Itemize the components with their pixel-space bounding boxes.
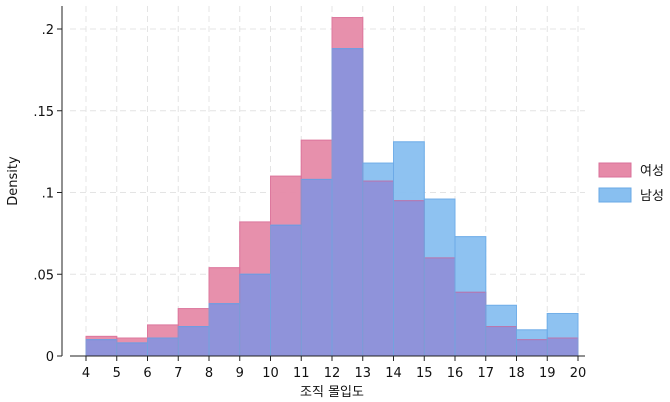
- axes: [61, 6, 585, 357]
- x-axis-title: 조직 몰입도: [300, 385, 364, 400]
- bar-overlap-10: [393, 200, 425, 357]
- x-tick-label-7: 11: [293, 366, 310, 381]
- legend-swatch-female: [598, 162, 632, 178]
- x-tick-label-8: 12: [324, 366, 341, 381]
- y-tick-label-2: .1: [42, 187, 54, 202]
- x-tick-label-15: 19: [539, 366, 556, 381]
- x-tick-label-13: 17: [477, 366, 494, 381]
- x-tick-label-1: 5: [113, 366, 121, 381]
- x-axis-ticks: 4 5 6 7 8 9 10 11 12 13 14 15 16 17 18 19 20: [82, 356, 586, 381]
- x-tick-label-3: 7: [174, 366, 182, 381]
- x-tick-label-4: 8: [205, 366, 213, 381]
- bar-overlap-5: [239, 273, 271, 357]
- legend-label-female: 여성: [640, 164, 664, 179]
- bar-overlap-12: [454, 291, 487, 357]
- bar-overlap-7: [300, 178, 333, 357]
- y-axis-title: Density: [6, 156, 21, 206]
- histogram-bars: [85, 17, 579, 357]
- x-tick-label-2: 6: [143, 366, 151, 381]
- x-tick-label-12: 16: [447, 366, 464, 381]
- y-tick-label-0: 0: [46, 350, 54, 365]
- x-tick-label-9: 13: [354, 366, 371, 381]
- bar-overlap-1: [116, 342, 148, 357]
- y-tick-label-3: .15: [33, 105, 54, 120]
- y-tick-label-4: .2: [42, 23, 54, 38]
- bar-overlap-9: [362, 180, 394, 357]
- legend-label-male: 남성: [640, 189, 664, 204]
- bar-overlap-2: [147, 337, 179, 357]
- x-tick-label-5: 9: [236, 366, 244, 381]
- bar-overlap-11: [423, 257, 456, 357]
- bar-overlap-0: [85, 339, 118, 357]
- x-tick-label-11: 15: [416, 366, 433, 381]
- bar-overlap-15: [546, 337, 579, 357]
- bar-overlap-13: [485, 326, 517, 357]
- x-tick-label-14: 18: [508, 366, 525, 381]
- x-tick-label-6: 10: [262, 366, 279, 381]
- y-tick-label-1: .05: [33, 268, 54, 283]
- y-axis-ticks: 0 .05 .1 .15 .2: [33, 23, 62, 365]
- x-tick-label-10: 14: [385, 366, 402, 381]
- x-tick-label-0: 4: [82, 366, 90, 381]
- bar-overlap-14: [516, 339, 548, 357]
- bar-overlap-8: [331, 48, 364, 357]
- bar-overlap-6: [270, 224, 302, 357]
- bar-overlap-4: [208, 303, 241, 357]
- bar-overlap-3: [177, 326, 210, 357]
- legend-swatch-male: [598, 187, 632, 203]
- x-tick-label-16: 20: [570, 366, 587, 381]
